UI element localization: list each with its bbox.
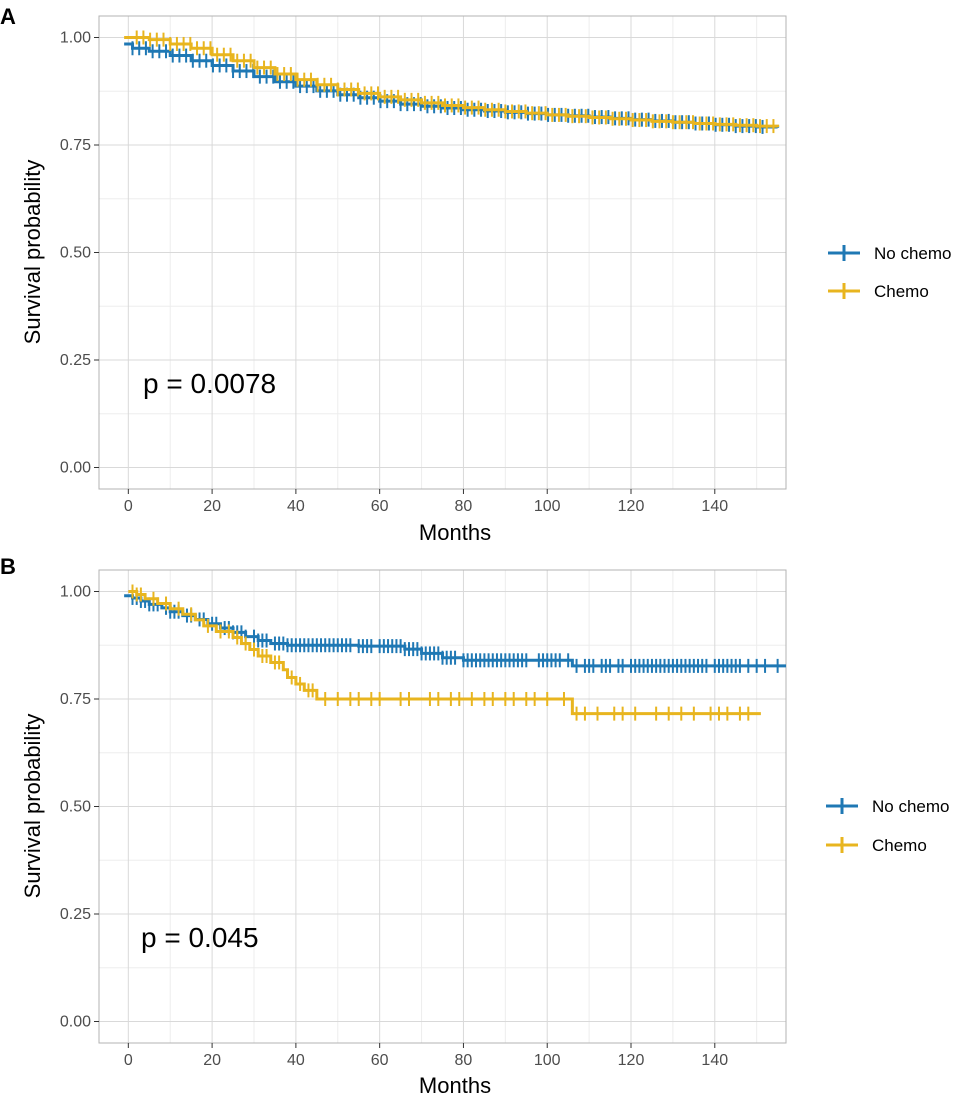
y-tick-label: 0.00 bbox=[60, 1014, 91, 1031]
ticks-b: 0.00 0.25 0.50 0.75 1.00 0 20 40 60 80 1… bbox=[60, 584, 728, 1069]
y-tick-label: 0.75 bbox=[60, 137, 91, 154]
x-tick-label: 80 bbox=[455, 498, 473, 515]
legend-label-chemo: Chemo bbox=[872, 836, 927, 855]
x-tick-label: 80 bbox=[455, 1052, 473, 1069]
panel-b: B 0.00 0.25 0.50 0.75 1.00 0 20 40 60 80… bbox=[0, 554, 949, 1097]
x-tick-label: 100 bbox=[534, 1052, 561, 1069]
y-axis-title-b: Survival probability bbox=[20, 714, 45, 899]
series-a bbox=[124, 30, 780, 134]
y-tick-label: 0.75 bbox=[60, 691, 91, 708]
panel-label-a: A bbox=[0, 4, 16, 29]
x-tick-label: 20 bbox=[203, 1052, 221, 1069]
y-tick-label: 0.00 bbox=[60, 460, 91, 477]
panel-label-b: B bbox=[0, 554, 16, 579]
grid-a bbox=[99, 16, 786, 489]
legend-label-no-chemo: No chemo bbox=[874, 244, 951, 263]
p-value-b: p = 0.045 bbox=[141, 922, 259, 953]
legend-a: No chemo Chemo bbox=[828, 244, 951, 301]
x-axis-title-b: Months bbox=[419, 1073, 491, 1097]
y-axis-title-a: Survival probability bbox=[20, 160, 45, 345]
x-tick-label: 40 bbox=[287, 1052, 305, 1069]
x-tick-label: 0 bbox=[124, 1052, 133, 1069]
panel-a: A 0.00 0.25 0.50 0.75 1.00 0 20 40 60 80… bbox=[0, 4, 951, 545]
x-tick-label: 120 bbox=[618, 498, 645, 515]
x-tick-label: 0 bbox=[124, 498, 133, 515]
ticks-a: 0.00 0.25 0.50 0.75 1.00 0 20 40 60 80 1… bbox=[60, 30, 728, 515]
y-tick-label: 0.50 bbox=[60, 799, 91, 816]
x-tick-label: 60 bbox=[371, 498, 389, 515]
legend-label-no-chemo: No chemo bbox=[872, 797, 949, 816]
x-axis-title-a: Months bbox=[419, 520, 491, 545]
x-tick-label: 120 bbox=[618, 1052, 645, 1069]
y-tick-label: 0.25 bbox=[60, 906, 91, 923]
x-tick-label: 20 bbox=[203, 498, 221, 515]
x-tick-label: 140 bbox=[701, 498, 728, 515]
x-tick-label: 40 bbox=[287, 498, 305, 515]
p-value-a: p = 0.0078 bbox=[143, 368, 276, 399]
km-curve-chemo bbox=[124, 36, 780, 128]
x-tick-label: 60 bbox=[371, 1052, 389, 1069]
y-tick-label: 0.50 bbox=[60, 245, 91, 262]
y-tick-label: 0.25 bbox=[60, 352, 91, 369]
x-tick-label: 100 bbox=[534, 498, 561, 515]
y-tick-label: 1.00 bbox=[60, 584, 91, 601]
legend-label-chemo: Chemo bbox=[874, 282, 929, 301]
y-tick-label: 1.00 bbox=[60, 30, 91, 47]
km-curve-chemo bbox=[128, 590, 761, 716]
grid-b bbox=[99, 570, 786, 1043]
series-b bbox=[124, 584, 786, 721]
x-tick-label: 140 bbox=[701, 1052, 728, 1069]
legend-b: No chemo Chemo bbox=[826, 797, 949, 855]
